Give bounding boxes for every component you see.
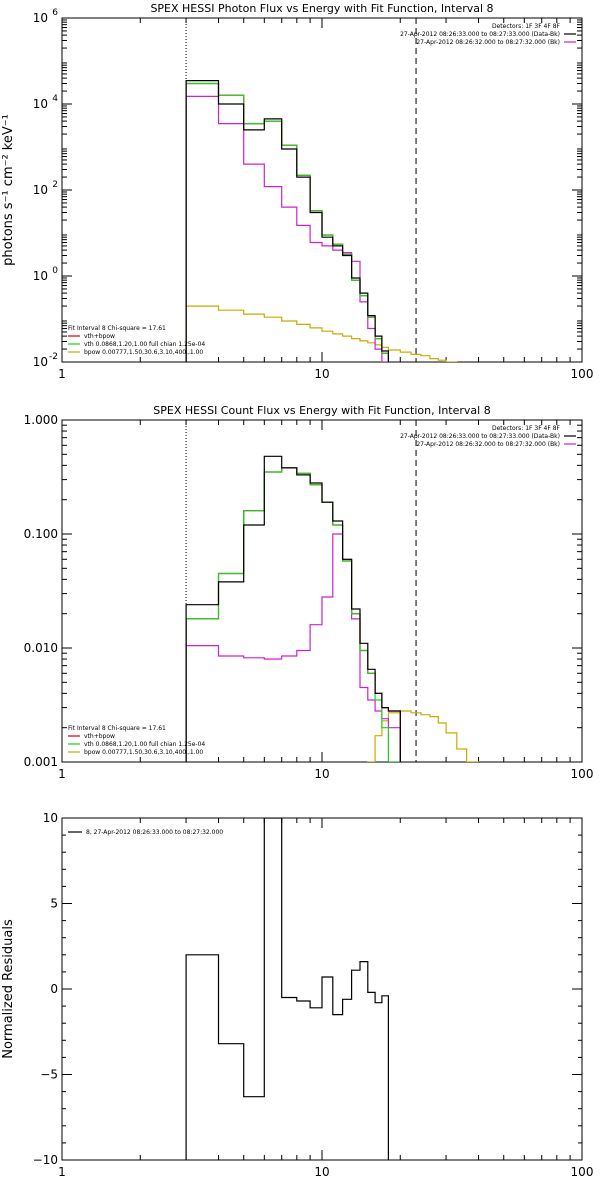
chart-title: SPEX HESSI Photon Flux vs Energy with Fi… xyxy=(150,2,493,15)
x-tick-label: 100 xyxy=(571,767,594,781)
series-vth xyxy=(185,467,401,762)
x-tick-label: 10 xyxy=(314,367,329,381)
photon-flux-panel: SPEX HESSI Photon Flux vs Energy with Fi… xyxy=(1,2,594,381)
y-tick-label: 0 xyxy=(50,982,58,996)
legend-text: bpow 0.00777,1.50,30.6,3.10,400.,1.00 xyxy=(84,749,203,756)
y-tick-label: 10 xyxy=(33,269,48,283)
y-tick-label: 10 xyxy=(33,97,48,111)
x-tick-label: 100 xyxy=(571,1165,594,1179)
y-tick-label: 0.100 xyxy=(24,527,58,541)
residuals-panel: 1 10 100 −10 −5 0 5 10 Normalized Residuals 8, 27… xyxy=(1,811,594,1179)
series-bpow xyxy=(185,305,458,362)
x-tick-label: 1 xyxy=(58,367,66,381)
legend-text: 8, 27-Apr-2012 08:26:33.000 to 08:27:32.… xyxy=(86,829,223,836)
y-tick-exponent: 2 xyxy=(52,180,58,190)
y-tick-exponent: -2 xyxy=(49,352,58,362)
y-tick-exponent: 6 xyxy=(52,8,58,18)
y-tick-label: 5 xyxy=(50,897,58,911)
legend-text: 27-Apr-2012 08:26:32.000 to 08:27:32.000… xyxy=(416,39,560,46)
y-tick-label: −5 xyxy=(40,1068,58,1082)
legend-text: vth 0.0868,1.20,1.00 full chian 1.25e-04 xyxy=(84,741,205,748)
legend-header: Fit Interval 8 Chi-square = 17.61 xyxy=(68,725,166,732)
y-tick-label: 10 xyxy=(33,11,48,25)
y-tick-label: 1.000 xyxy=(24,413,58,427)
series-fit xyxy=(185,82,389,362)
series-vth xyxy=(185,82,389,362)
chart-title: SPEX HESSI Count Flux vs Energy with Fit… xyxy=(153,404,490,417)
series-fit xyxy=(185,467,401,762)
y-tick-exponent: 0 xyxy=(52,266,58,276)
legend-text: Detectors: 1F 3F 4F 8F xyxy=(492,23,561,30)
series-total xyxy=(185,455,401,762)
x-tick-label: 10 xyxy=(314,767,329,781)
y-tick-exponent: 4 xyxy=(52,94,58,104)
series-total xyxy=(185,80,389,362)
x-tick-label: 100 xyxy=(571,367,594,381)
plot-frame xyxy=(61,419,583,763)
plot-frame xyxy=(61,17,583,363)
x-tick-label: 1 xyxy=(58,1165,66,1179)
legend-header: Fit Interval 8 Chi-square = 17.61 xyxy=(68,325,166,332)
legend-text: bpow 0.00777,1.50,30.6,3.10,400.,1.00 xyxy=(84,349,203,356)
y-tick-label: −10 xyxy=(33,1153,58,1167)
legend-text: 27-Apr-2012 08:26:33.000 to 08:27:33.000… xyxy=(400,433,560,440)
series-data xyxy=(185,533,401,762)
legend-text: vth 0.0868,1.20,1.00 full chian 1.25e-04 xyxy=(84,341,205,348)
y-tick-label: 10 xyxy=(33,355,48,369)
legend-text: 27-Apr-2012 08:26:33.000 to 08:27:33.000… xyxy=(400,31,560,38)
x-tick-label: 10 xyxy=(314,1165,329,1179)
count-flux-panel: SPEX HESSI Count Flux vs Energy with Fit… xyxy=(24,404,594,781)
y-axis-label: Normalized Residuals xyxy=(1,919,16,1059)
y-tick-label: 0.010 xyxy=(24,641,58,655)
series-residuals xyxy=(185,818,389,1160)
series-bpow xyxy=(367,710,480,762)
y-tick-label: 0.001 xyxy=(24,755,58,769)
y-tick-label: 10 xyxy=(43,811,58,825)
legend-text: Detectors: 1F 3F 4F 8F xyxy=(492,425,561,432)
legend-text: vth+bpow xyxy=(84,333,115,340)
y-axis-label: photons s⁻¹ cm⁻² keV⁻¹ xyxy=(1,114,16,266)
y-tick-label: 10 xyxy=(33,183,48,197)
series-data xyxy=(185,95,389,362)
legend-text: 27-Apr-2012 08:26:32.000 to 08:27:32.000… xyxy=(416,441,560,448)
legend-text: vth+bpow xyxy=(84,733,115,740)
x-tick-label: 1 xyxy=(58,767,66,781)
